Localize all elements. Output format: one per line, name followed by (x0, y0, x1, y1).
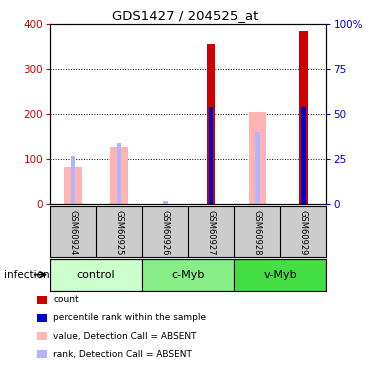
Text: GSM60926: GSM60926 (161, 210, 170, 256)
Text: percentile rank within the sample: percentile rank within the sample (53, 314, 206, 322)
Text: GDS1427 / 204525_at: GDS1427 / 204525_at (112, 9, 259, 22)
Text: GSM60927: GSM60927 (207, 210, 216, 256)
Text: infection: infection (4, 270, 49, 280)
Bar (111, 147, 128, 204)
Bar (209, 107, 213, 204)
Bar (142, 259, 234, 291)
Bar (249, 112, 266, 204)
Text: value, Detection Call = ABSENT: value, Detection Call = ABSENT (53, 332, 197, 340)
Bar (50, 259, 142, 291)
Bar (71, 156, 75, 204)
Bar (301, 107, 306, 204)
Bar (299, 31, 308, 204)
Text: rank, Detection Call = ABSENT: rank, Detection Call = ABSENT (53, 350, 192, 358)
Text: GSM60925: GSM60925 (115, 210, 124, 256)
Text: control: control (77, 270, 115, 280)
Text: GSM60924: GSM60924 (69, 210, 78, 256)
Bar (255, 132, 260, 204)
Text: count: count (53, 296, 79, 304)
Bar (117, 143, 121, 204)
Bar (207, 44, 216, 204)
Text: GSM60929: GSM60929 (299, 210, 308, 256)
Bar (163, 201, 168, 204)
Bar (234, 259, 326, 291)
Bar (64, 168, 82, 204)
Text: v-Myb: v-Myb (264, 270, 297, 280)
Text: GSM60928: GSM60928 (253, 210, 262, 256)
Text: c-Myb: c-Myb (172, 270, 205, 280)
